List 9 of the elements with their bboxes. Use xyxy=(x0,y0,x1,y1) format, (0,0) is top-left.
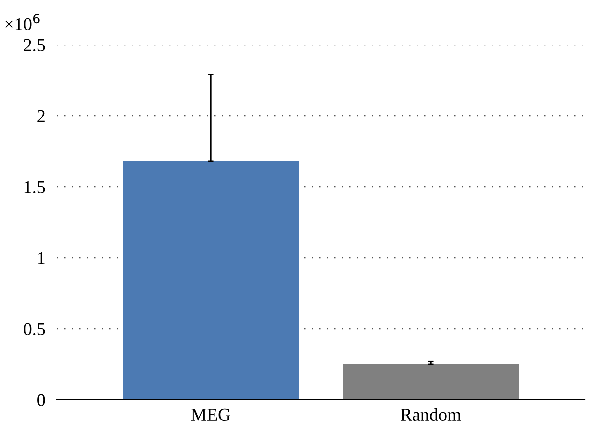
y-tick-label: 0 xyxy=(38,394,46,406)
y-tick-label: 2.5 xyxy=(24,39,46,52)
x-tick-label: MEG xyxy=(191,408,230,422)
y-tick-label: 0.5 xyxy=(24,323,46,336)
x-tick-label: Random xyxy=(400,408,462,422)
y-tick-label: 1 xyxy=(38,252,45,264)
y-tick-label: 2 xyxy=(38,110,45,122)
text: ×10$^{6}$ xyxy=(6,14,40,31)
y-tick-label: 1.5 xyxy=(24,181,46,194)
